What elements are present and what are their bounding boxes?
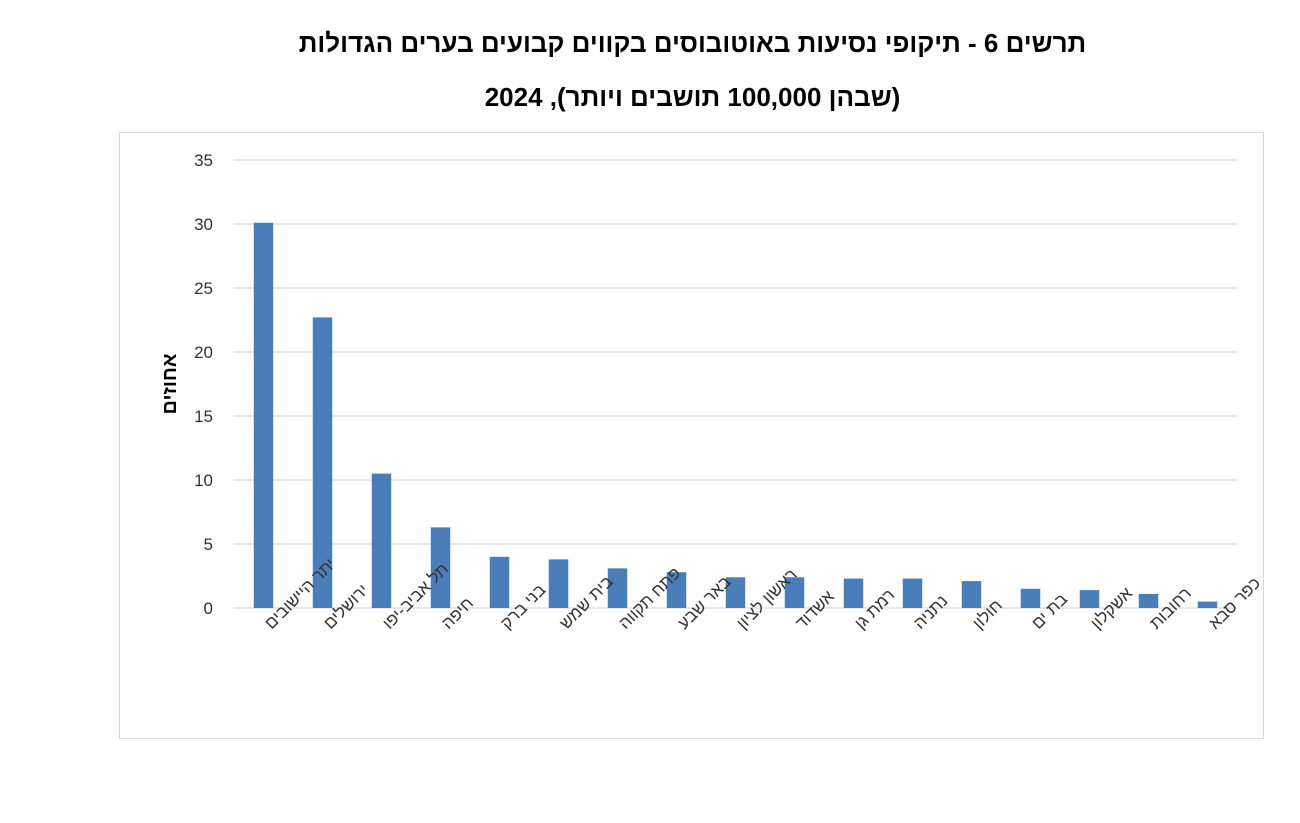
bar [489,556,510,608]
y-tick-label: 20 [194,343,213,362]
y-tick-label: 25 [194,279,213,298]
bar [430,527,451,608]
bar [902,578,923,608]
bar [371,473,392,608]
chart-frame [119,132,1264,739]
y-tick-label: 30 [194,215,213,234]
bar [1197,601,1218,608]
y-tick-label: 35 [194,151,213,170]
bar [843,578,864,608]
chart-title: תרשים 6 - תיקופי נסיעות באוטובוסים בקווי… [298,28,1087,58]
bar [666,572,687,608]
y-tick-label: 15 [194,407,213,426]
bar [607,568,628,608]
bar [548,559,569,608]
bar [1079,590,1100,608]
chart-subtitle: (שבהן 100,000 תושבים ויותר), 2024 [484,82,901,112]
bar [253,222,274,608]
bar [1138,593,1159,608]
bar [725,577,746,608]
bars [253,222,1218,608]
y-tick-label: 10 [194,471,213,490]
bar [961,581,982,608]
y-tick-label: 0 [204,599,213,618]
y-tick-label: 5 [204,535,213,554]
bar [312,317,333,608]
bar [1020,588,1041,608]
y-axis-title: אחוזים [159,353,181,414]
bar [784,577,805,608]
y-tick-labels: 0 5 10 15 20 25 30 35 [194,151,213,618]
